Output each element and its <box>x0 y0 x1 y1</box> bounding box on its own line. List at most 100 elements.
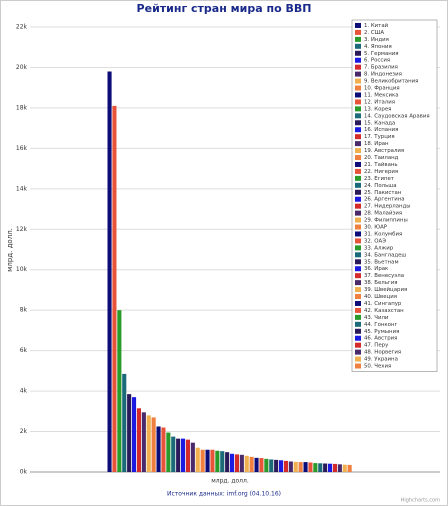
y-axis-title: млрд. долл. <box>6 228 14 272</box>
legend-swatch <box>355 314 361 320</box>
bar <box>249 456 254 472</box>
legend-label[interactable]: 45. Румыния <box>364 329 399 335</box>
legend-label[interactable]: 3. Индия <box>364 37 389 43</box>
legend-label[interactable]: 4. Япония <box>364 44 392 50</box>
bar <box>122 373 127 472</box>
legend-label[interactable]: 20. Таиланд <box>364 155 399 161</box>
legend-swatch <box>355 287 361 293</box>
bar <box>107 71 112 472</box>
legend-label[interactable]: 44. Гонконг <box>364 322 397 328</box>
legend-label[interactable]: 2. США <box>364 30 384 36</box>
legend-swatch <box>355 224 361 230</box>
legend-swatch <box>355 356 361 362</box>
bar <box>328 463 333 472</box>
bar <box>200 449 205 472</box>
bar <box>323 463 328 472</box>
bar <box>161 427 166 472</box>
legend-label[interactable]: 27. Нидерланды <box>364 204 411 210</box>
legend-swatch <box>355 134 361 140</box>
legend-label[interactable]: 19. Австралия <box>364 148 404 154</box>
legend-box <box>351 19 438 372</box>
legend-label[interactable]: 14. Саудовская Аравия <box>364 113 430 119</box>
legend-label[interactable]: 25. Пакистан <box>364 190 402 196</box>
legend-label[interactable]: 10. Франция <box>364 86 400 92</box>
legend-label[interactable]: 49. Украина <box>364 357 398 363</box>
legend-label[interactable]: 36. Ирак <box>364 266 389 272</box>
legend-label[interactable]: 1. Китай <box>364 22 389 29</box>
legend-label[interactable]: 18. Иран <box>364 141 389 147</box>
legend-label[interactable]: 34. Бангладеш <box>364 252 406 258</box>
legend-swatch <box>355 266 361 272</box>
bar <box>181 438 186 472</box>
legend-label[interactable]: 31. Колумбия <box>364 231 402 237</box>
bar <box>190 442 195 472</box>
legend-label[interactable]: 30. ЮАР <box>364 225 388 231</box>
legend-swatch <box>355 252 361 258</box>
legend-label[interactable]: 23. Египет <box>364 176 394 182</box>
legend-label[interactable]: 37. Венесуэла <box>364 273 404 279</box>
legend-swatch <box>355 57 361 63</box>
legend-label[interactable]: 7. Бразилия <box>364 65 398 71</box>
legend-swatch <box>355 36 361 42</box>
y-tick-label: 14k <box>16 185 28 192</box>
legend-label[interactable]: 29. Филиппины <box>364 218 408 224</box>
y-tick-label: 18k <box>16 104 28 111</box>
legend-swatch <box>355 328 361 334</box>
legend-label[interactable]: 50. Чехия <box>364 364 391 370</box>
bar <box>274 459 279 472</box>
bar <box>347 464 352 472</box>
legend-swatch <box>355 210 361 216</box>
legend-swatch <box>355 245 361 251</box>
legend-swatch <box>355 106 361 112</box>
legend-label[interactable]: 21. Тайвань <box>364 161 398 168</box>
legend-label[interactable]: 43. Чили <box>364 315 389 321</box>
bar <box>112 105 117 473</box>
x-tick-label: млрд. долл. <box>211 478 249 485</box>
legend-label[interactable]: 33. Алжир <box>364 245 394 251</box>
legend-label[interactable]: 15. Канада <box>364 120 395 126</box>
legend-swatch <box>355 113 361 119</box>
legend-label[interactable]: 13. Корея <box>364 106 391 112</box>
legend-label[interactable]: 46. Австрия <box>364 336 397 342</box>
legend-label[interactable]: 42. Казахстан <box>364 308 404 314</box>
legend-label[interactable]: 22. Нигерия <box>364 169 398 175</box>
legend-label[interactable]: 40. Швеция <box>364 294 397 300</box>
bar <box>185 439 190 472</box>
legend-label[interactable]: 39. Швейцария <box>364 286 407 293</box>
legend-label[interactable]: 12. Италия <box>364 99 395 105</box>
legend-label[interactable]: 41. Сингапур <box>364 301 402 307</box>
bar <box>156 426 161 472</box>
y-tick-label: 8k <box>20 307 28 314</box>
legend-label[interactable]: 47. Перу <box>364 343 389 349</box>
legend-swatch <box>355 99 361 105</box>
legend-swatch <box>355 300 361 306</box>
legend-label[interactable]: 16. Испания <box>364 127 398 133</box>
legend-swatch <box>355 155 361 161</box>
bar <box>239 454 244 472</box>
y-tick-label: 2k <box>20 428 28 435</box>
legend-label[interactable]: 35. Вьетнам <box>364 259 399 265</box>
legend-swatch <box>355 92 361 98</box>
legend-label[interactable]: 8. Индонезия <box>364 72 402 78</box>
legend-swatch <box>355 168 361 174</box>
legend-label[interactable]: 32. ОАЭ <box>364 238 386 244</box>
legend-label[interactable]: 48. Норвегия <box>364 350 401 356</box>
legend-swatch <box>355 50 361 56</box>
legend-swatch <box>355 78 361 84</box>
legend-label[interactable]: 6. Россия <box>364 58 390 64</box>
legend-label[interactable]: 17. Турция <box>364 134 395 140</box>
bar <box>230 453 235 472</box>
legend-label[interactable]: 24. Польша <box>364 183 397 189</box>
legend-label[interactable]: 9. Великобритания <box>364 79 418 85</box>
legend-label[interactable]: 11. Мексика <box>364 92 399 98</box>
legend-label[interactable]: 5. Германия <box>364 51 399 57</box>
legend-swatch <box>355 29 361 35</box>
legend-label[interactable]: 38. Бельгия <box>364 280 398 286</box>
legend-label[interactable]: 28. Малайзия <box>364 210 402 217</box>
legend-label[interactable]: 26. Аргентина <box>364 197 405 203</box>
legend-swatch <box>355 189 361 195</box>
legend-swatch <box>355 321 361 327</box>
bar <box>146 415 151 472</box>
legend-swatch <box>355 294 361 300</box>
